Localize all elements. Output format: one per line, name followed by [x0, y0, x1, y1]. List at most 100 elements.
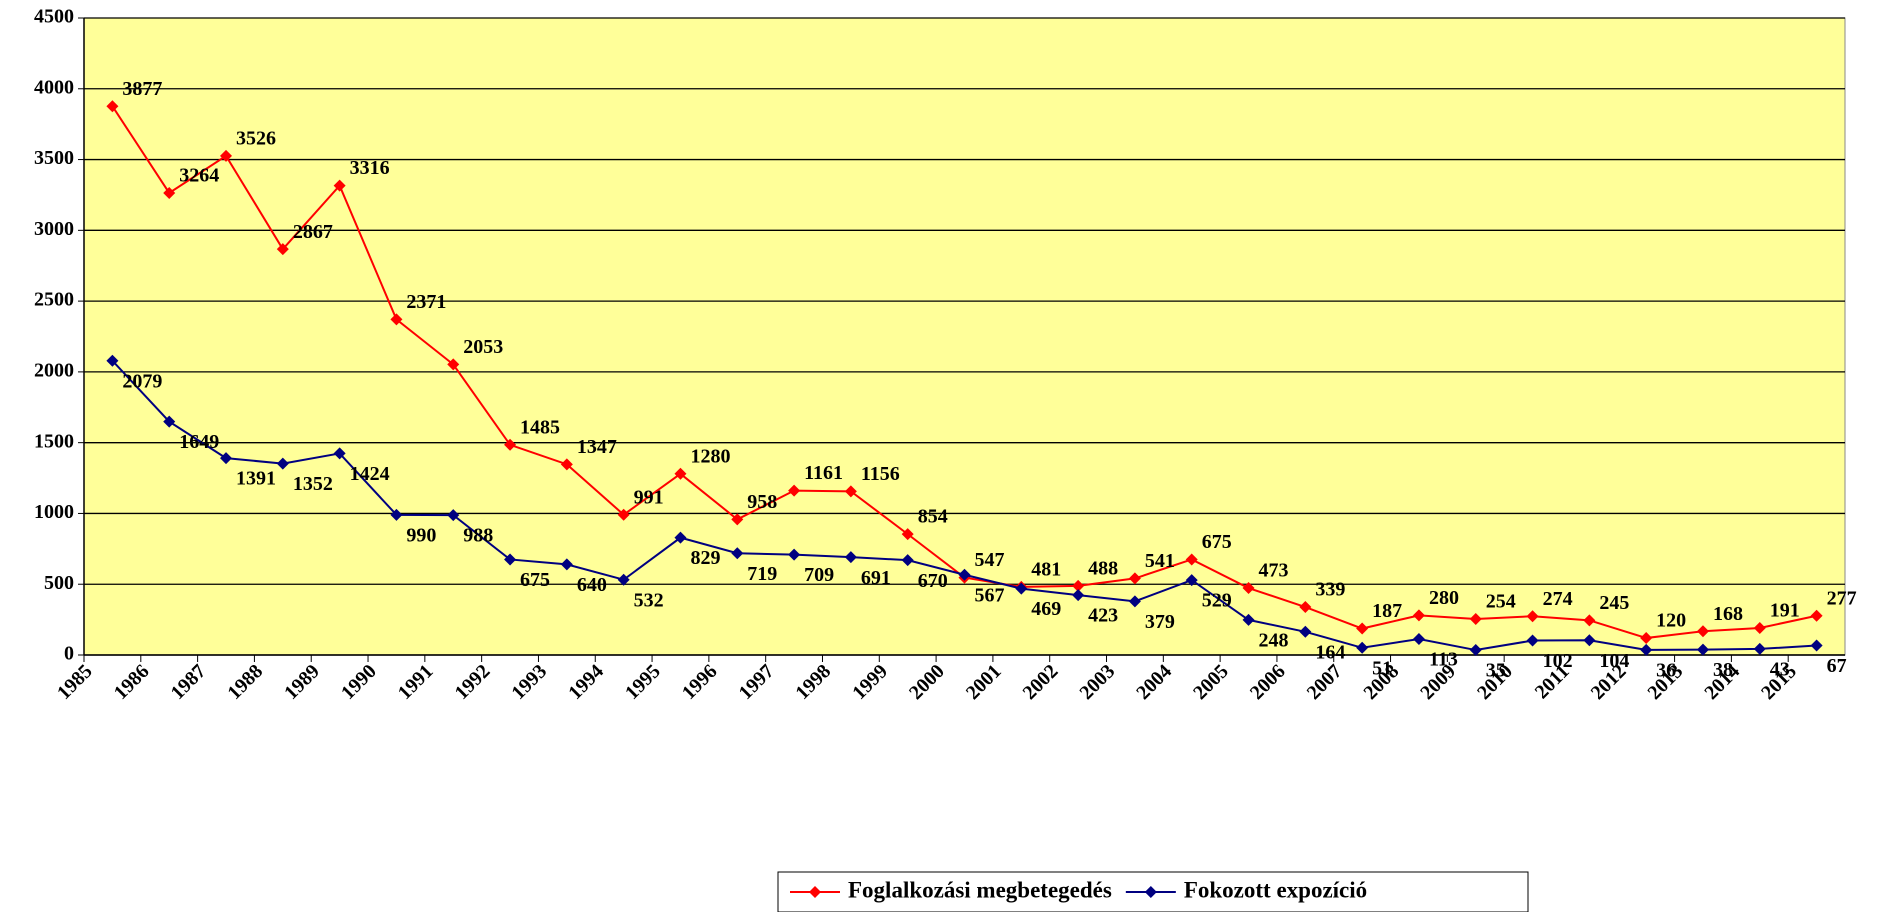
- data-label: 3316: [350, 157, 390, 179]
- x-tick-label: 1990: [337, 660, 381, 704]
- point: [1299, 601, 1312, 614]
- data-label: 3264: [179, 165, 219, 187]
- data-label: 2079: [122, 370, 162, 392]
- point: [788, 548, 801, 561]
- point: [447, 358, 460, 371]
- data-label: 2867: [293, 221, 333, 243]
- data-label: 254: [1486, 591, 1516, 613]
- data-label: 991: [634, 486, 664, 508]
- y-tick-label: 0: [64, 643, 74, 665]
- data-label: 1352: [293, 473, 333, 495]
- point: [1526, 634, 1539, 647]
- x-tick-label: 1997: [735, 660, 779, 704]
- point: [731, 547, 744, 560]
- point: [504, 438, 517, 451]
- data-label: 423: [1088, 605, 1118, 627]
- data-label: 709: [804, 564, 834, 586]
- point: [1469, 644, 1482, 657]
- point: [333, 447, 346, 460]
- data-label: 104: [1599, 650, 1629, 672]
- x-tick-label: 2000: [905, 660, 949, 704]
- point: [1810, 609, 1823, 622]
- x-tick-label: 2007: [1303, 660, 1347, 704]
- x-tick-label: 2001: [962, 660, 1006, 704]
- data-label: 36: [1656, 659, 1676, 681]
- x-tick-label: 1999: [848, 660, 892, 704]
- data-label: 541: [1145, 550, 1175, 572]
- y-tick-label: 3500: [34, 147, 74, 169]
- point: [1072, 579, 1085, 592]
- point: [1583, 634, 1596, 647]
- data-label: 35: [1486, 660, 1506, 682]
- data-label: 3526: [236, 127, 276, 149]
- x-tick-label: 1998: [791, 660, 835, 704]
- data-label: 1424: [350, 463, 390, 485]
- x-tick-label: 1988: [223, 660, 267, 704]
- y-tick-label: 1000: [34, 501, 74, 523]
- legend-label: Fokozott expozíció: [1184, 877, 1367, 902]
- point: [106, 100, 119, 113]
- data-label: 829: [690, 547, 720, 569]
- point: [390, 508, 403, 521]
- point: [220, 452, 233, 465]
- point: [1356, 622, 1369, 635]
- point: [617, 508, 630, 521]
- y-tick-label: 4500: [34, 6, 74, 28]
- point: [1185, 574, 1198, 587]
- data-label: 958: [747, 491, 777, 513]
- data-label: 532: [634, 589, 664, 611]
- data-label: 691: [861, 567, 891, 589]
- data-label: 1391: [236, 468, 276, 490]
- y-tick-label: 2500: [34, 289, 74, 311]
- data-label: 339: [1315, 579, 1345, 601]
- data-label: 473: [1259, 560, 1289, 582]
- data-label: 280: [1429, 587, 1459, 609]
- x-tick-label: 1985: [53, 660, 97, 704]
- legend-label: Foglalkozási megbetegedés: [848, 877, 1112, 902]
- point: [731, 513, 744, 526]
- data-label: 675: [1202, 531, 1232, 553]
- point: [1753, 621, 1766, 634]
- x-tick-label: 2005: [1189, 660, 1233, 704]
- y-tick-label: 4000: [34, 76, 74, 98]
- data-label: 481: [1031, 559, 1061, 581]
- data-label: 988: [463, 525, 493, 547]
- y-tick-label: 3000: [34, 218, 74, 240]
- point: [1526, 610, 1539, 623]
- data-label: 120: [1656, 610, 1686, 632]
- data-label: 547: [975, 549, 1005, 571]
- data-label: 38: [1713, 659, 1733, 681]
- point: [1356, 641, 1369, 654]
- x-tick-label: 2006: [1246, 660, 1290, 704]
- x-tick-label: 2004: [1132, 660, 1176, 704]
- point: [1015, 582, 1028, 595]
- data-label: 529: [1202, 590, 1232, 612]
- point: [106, 354, 119, 367]
- point: [1696, 625, 1709, 638]
- point: [1242, 613, 1255, 626]
- point: [504, 553, 517, 566]
- data-label: 640: [577, 574, 607, 596]
- data-label: 567: [975, 584, 1005, 606]
- data-label: 2053: [463, 336, 503, 358]
- point: [901, 554, 914, 567]
- data-label: 191: [1770, 600, 1800, 622]
- x-tick-label: 1993: [507, 660, 551, 704]
- point: [1469, 613, 1482, 626]
- point: [220, 149, 233, 162]
- point: [1640, 632, 1653, 645]
- x-tick-label: 1986: [110, 660, 154, 704]
- data-label: 102: [1543, 650, 1573, 672]
- point: [1810, 639, 1823, 652]
- point: [844, 551, 857, 564]
- data-label: 469: [1031, 598, 1061, 620]
- point: [1299, 625, 1312, 638]
- data-label: 43: [1770, 659, 1790, 681]
- data-label: 990: [406, 524, 436, 546]
- data-label: 1649: [179, 431, 219, 453]
- data-label: 245: [1599, 592, 1629, 614]
- data-label: 1161: [804, 462, 843, 484]
- point: [163, 415, 176, 428]
- legend-marker: [1144, 886, 1157, 898]
- x-tick-label: 2002: [1019, 660, 1063, 704]
